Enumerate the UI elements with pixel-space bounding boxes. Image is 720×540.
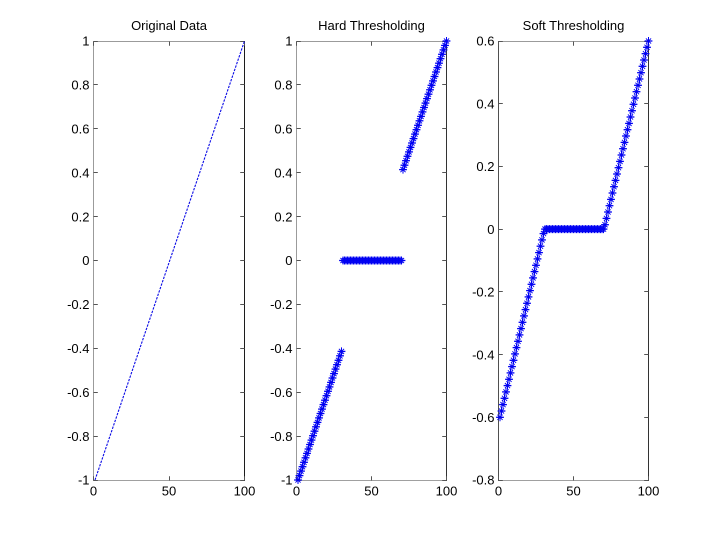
svg-text:0: 0 <box>285 253 292 268</box>
svg-text:-0.4: -0.4 <box>67 341 89 356</box>
svg-text:0.2: 0.2 <box>476 159 494 174</box>
svg-text:0.4: 0.4 <box>71 165 89 180</box>
svg-text:0.2: 0.2 <box>71 209 89 224</box>
svg-text:0.6: 0.6 <box>274 122 292 137</box>
svg-text:50: 50 <box>364 483 378 498</box>
svg-text:-0.2: -0.2 <box>472 285 494 300</box>
svg-text:0: 0 <box>90 483 97 498</box>
svg-text:Soft Thresholding: Soft Thresholding <box>523 18 625 33</box>
svg-text:0: 0 <box>495 483 502 498</box>
svg-text:0: 0 <box>293 483 300 498</box>
svg-text:100: 100 <box>234 483 256 498</box>
svg-text:-0.6: -0.6 <box>472 410 494 425</box>
svg-text:-0.2: -0.2 <box>270 297 292 312</box>
svg-text:Hard Thresholding: Hard Thresholding <box>318 18 425 33</box>
svg-text:0: 0 <box>487 222 494 237</box>
svg-text:0.6: 0.6 <box>476 34 494 49</box>
svg-text:1: 1 <box>82 34 89 49</box>
svg-text:-0.6: -0.6 <box>270 385 292 400</box>
svg-text:-0.2: -0.2 <box>67 297 89 312</box>
svg-text:-1: -1 <box>281 473 293 488</box>
svg-text:100: 100 <box>436 483 458 498</box>
svg-text:-0.8: -0.8 <box>270 429 292 444</box>
svg-text:50: 50 <box>566 483 580 498</box>
svg-text:1: 1 <box>285 34 292 49</box>
svg-text:0.8: 0.8 <box>274 78 292 93</box>
svg-text:-0.6: -0.6 <box>67 385 89 400</box>
svg-text:100: 100 <box>638 483 660 498</box>
svg-text:-0.4: -0.4 <box>472 347 494 362</box>
svg-text:0.8: 0.8 <box>71 78 89 93</box>
svg-text:50: 50 <box>162 483 176 498</box>
svg-text:0.2: 0.2 <box>274 209 292 224</box>
svg-text:Original Data: Original Data <box>131 18 208 33</box>
svg-text:-0.8: -0.8 <box>472 473 494 488</box>
svg-text:-1: -1 <box>78 473 90 488</box>
svg-text:0.4: 0.4 <box>476 96 494 111</box>
svg-text:0.6: 0.6 <box>71 122 89 137</box>
svg-text:-0.4: -0.4 <box>270 341 292 356</box>
svg-text:0.4: 0.4 <box>274 165 292 180</box>
svg-text:-0.8: -0.8 <box>67 429 89 444</box>
svg-text:0: 0 <box>82 253 89 268</box>
